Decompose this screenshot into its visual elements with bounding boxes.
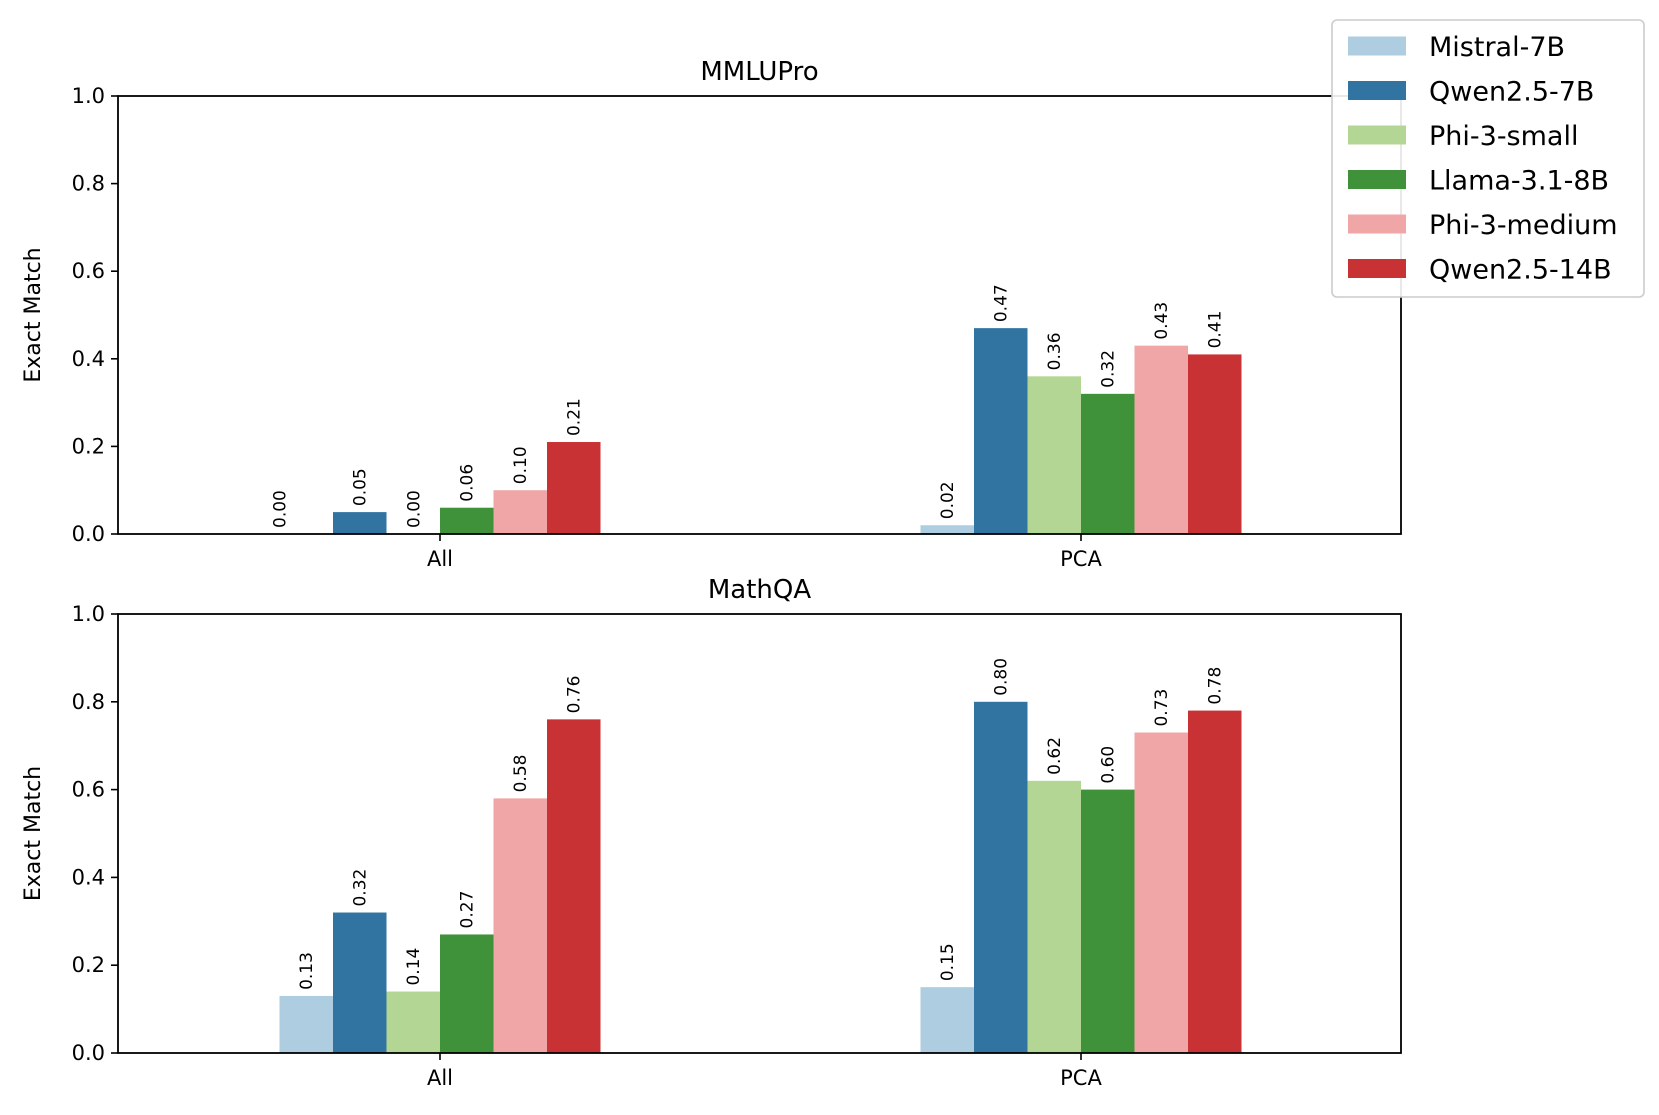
axes-frame [117,95,1402,535]
y-tick-label: 1.0 [72,84,105,108]
bar [279,995,333,1053]
bar-value-label: 0.05 [351,468,371,506]
bar-value-label: 0.14 [404,948,424,986]
x-tick-label: PCA [1060,547,1102,571]
bar [1134,732,1188,1053]
bar [974,701,1028,1053]
bar-value-label: 0.60 [1099,746,1119,784]
legend-label: Qwen2.5-14B [1429,255,1612,286]
legend-label: Phi-3-medium [1429,210,1618,241]
bar-value-label: 0.47 [992,284,1012,322]
bar-value-label: 0.13 [297,952,317,990]
y-axis-label: Exact Match [21,247,46,382]
bar [920,987,974,1053]
y-tick-label: 0.8 [72,172,105,196]
bar [440,934,494,1053]
bar-value-label: 0.76 [565,676,585,714]
chart-title: MMLUPro [700,57,818,87]
bar [1188,710,1242,1053]
legend-swatch [1348,81,1406,100]
y-tick-label: 0.4 [72,865,105,889]
y-tick-label: 0.8 [72,690,105,714]
bar [333,512,387,534]
bar-value-label: 0.32 [351,869,371,907]
bar-value-label: 0.27 [458,891,478,929]
legend-label: Llama-3.1-8B [1429,166,1609,197]
y-tick-label: 0.6 [72,259,105,283]
y-axis-label: Exact Match [21,766,46,901]
bar-value-label: 0.78 [1206,667,1226,705]
x-tick-label: PCA [1060,1066,1102,1090]
bar [1134,345,1188,534]
bar-value-label: 0.80 [992,658,1012,696]
legend-swatch [1348,259,1406,278]
bar-value-label: 0.02 [938,481,958,519]
bar-value-label: 0.36 [1045,332,1065,370]
bar [493,798,547,1053]
bar [547,719,601,1053]
bar [493,490,547,534]
bar-value-label: 0.43 [1152,302,1172,340]
legend-label: Qwen2.5-7B [1429,77,1594,108]
bar [1081,789,1135,1053]
bar [1188,354,1242,534]
y-tick-label: 1.0 [72,602,105,626]
bar [386,991,440,1053]
bar [920,525,974,534]
bar-value-label: 0.00 [271,490,291,528]
bar-value-label: 0.06 [458,464,478,502]
bar [333,912,387,1053]
bar-value-label: 0.00 [404,490,424,528]
bar-value-label: 0.10 [511,446,531,484]
legend-swatch [1348,36,1406,56]
y-tick-label: 0.6 [72,778,105,802]
bar-value-label: 0.41 [1206,311,1226,349]
y-tick-label: 0.0 [72,522,105,546]
y-tick-label: 0.2 [72,953,105,977]
bar-value-label: 0.73 [1152,689,1172,727]
legend-swatch [1348,170,1406,189]
bar [547,442,601,534]
bar-value-label: 0.58 [511,755,531,793]
bar [974,328,1028,534]
bar [1027,780,1081,1053]
legend-label: Phi-3-small [1429,121,1578,152]
x-tick-label: All [427,547,453,571]
x-tick-label: All [427,1066,453,1090]
chart-title: MathQA [708,575,812,605]
bar-value-label: 0.62 [1045,737,1065,775]
bar-value-label: 0.21 [565,398,585,436]
y-tick-label: 0.0 [72,1041,105,1065]
legend-swatch [1348,125,1406,145]
y-tick-label: 0.4 [72,347,105,371]
bar [1081,393,1135,534]
y-tick-label: 0.2 [72,434,105,458]
bar-value-label: 0.15 [938,943,958,981]
legend-swatch [1348,214,1406,234]
legend-box [1331,19,1645,298]
bar [440,507,494,534]
legend-label: Mistral-7B [1429,32,1565,63]
bar [1027,376,1081,534]
axes-frame [117,613,1402,1054]
bar-value-label: 0.32 [1099,350,1119,388]
